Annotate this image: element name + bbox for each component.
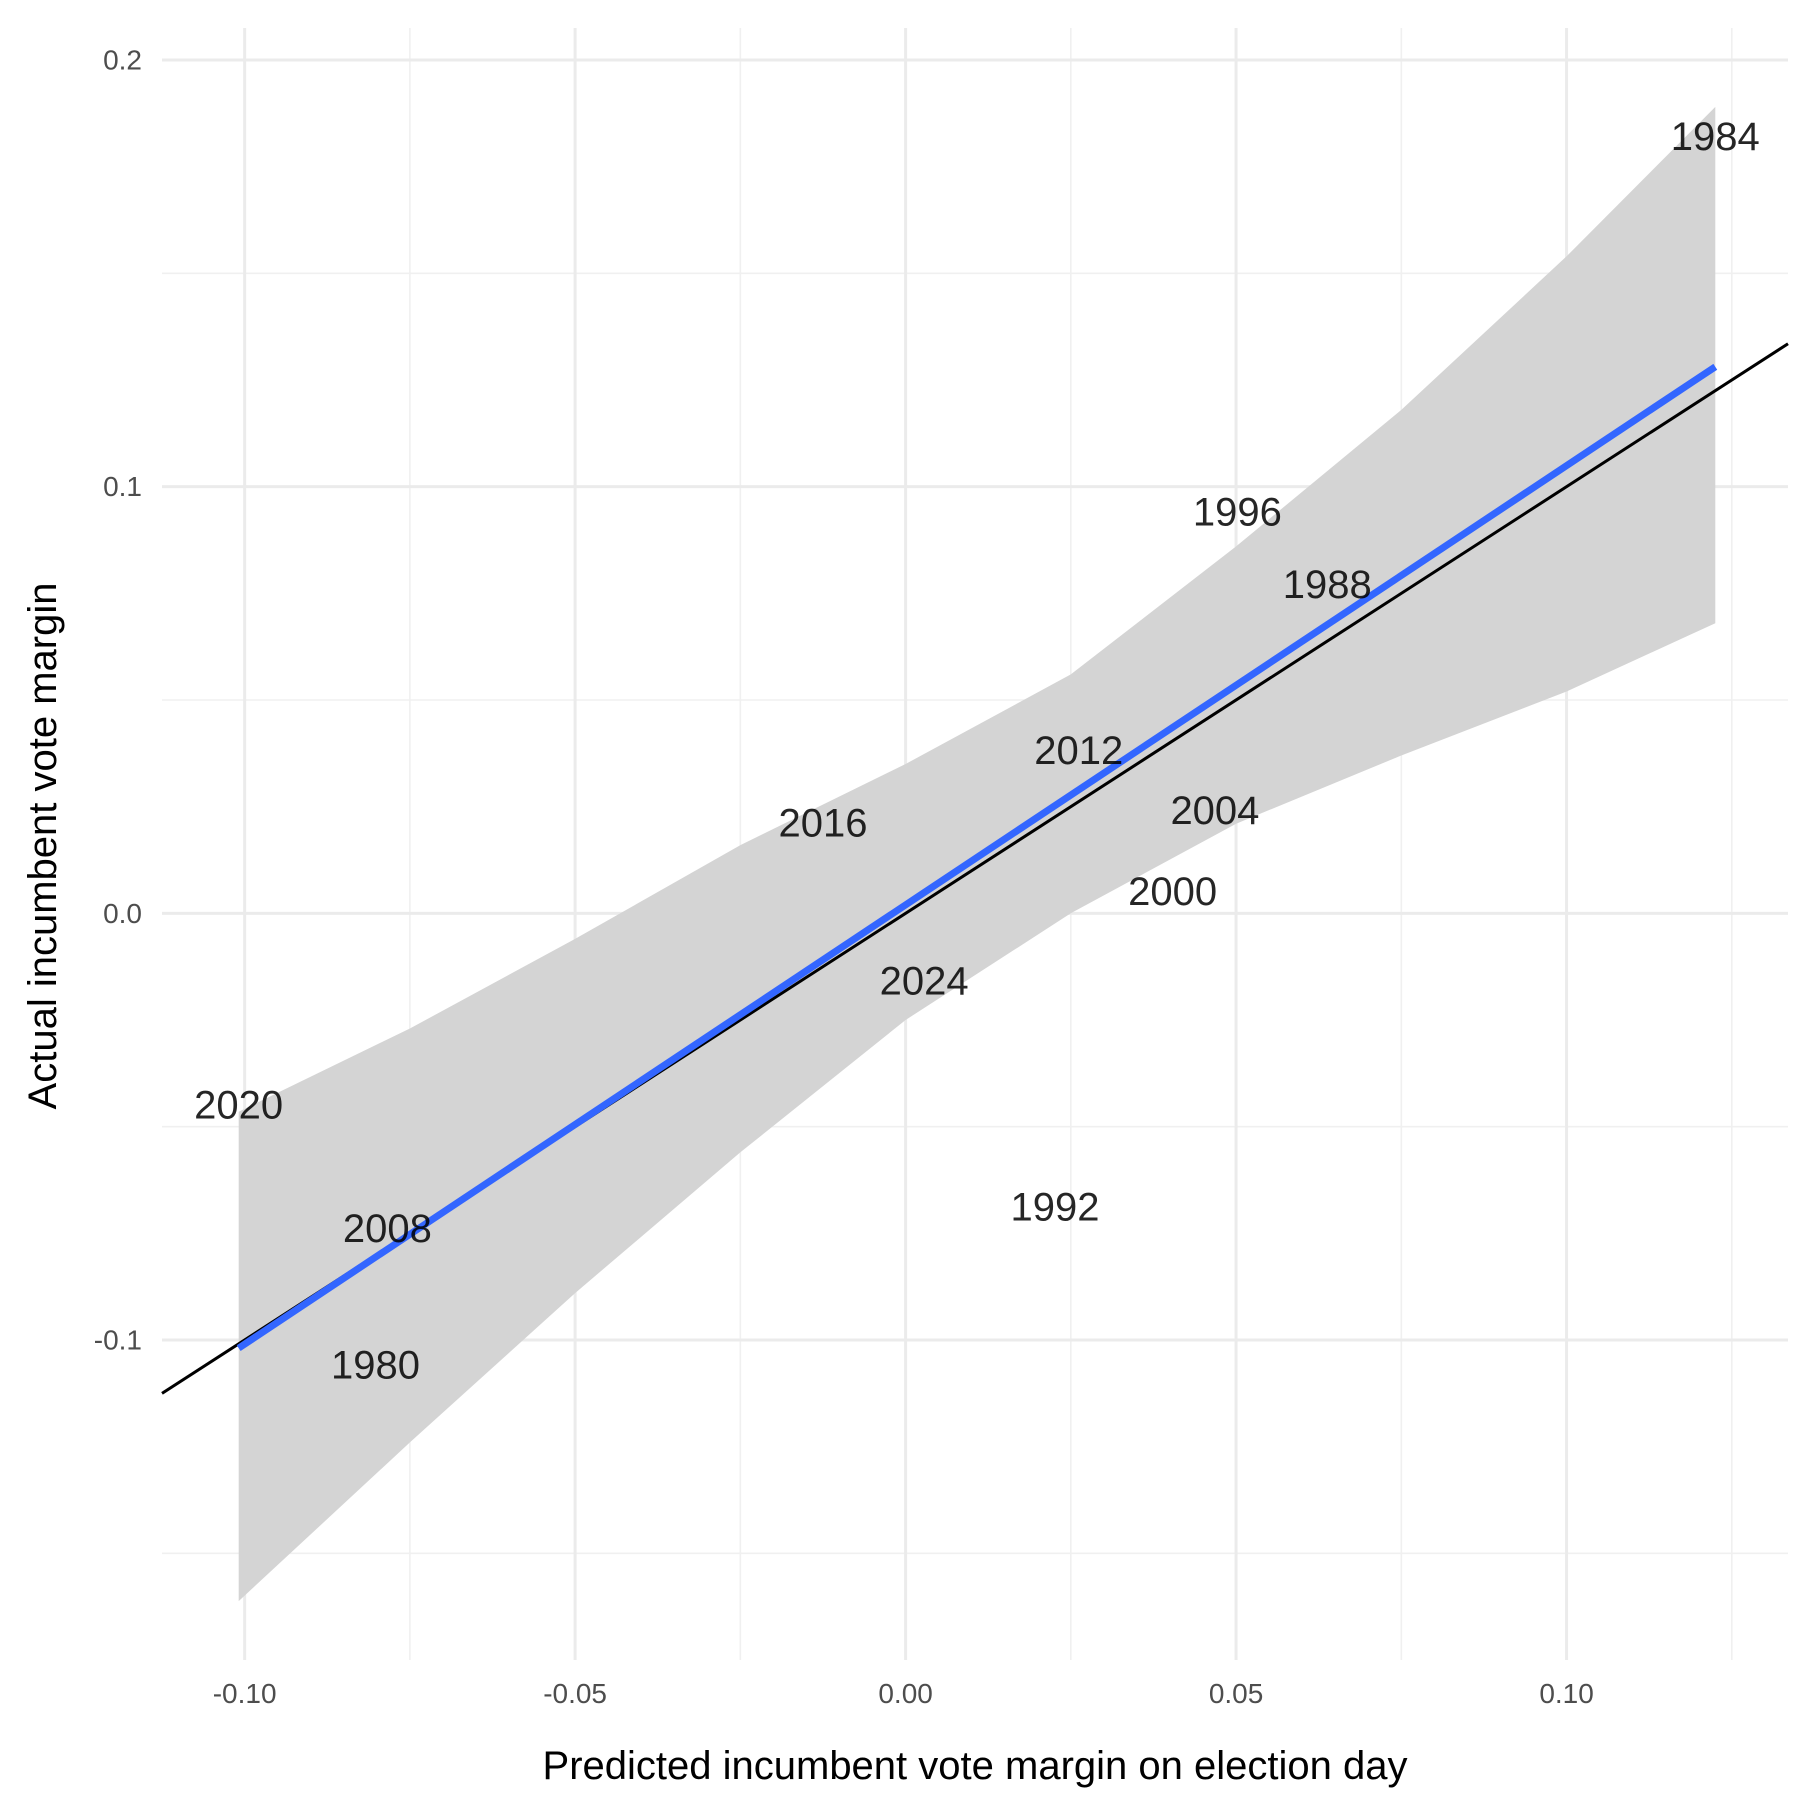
x-axis-title: Predicted incumbent vote margin on elect… bbox=[543, 1744, 1408, 1788]
point-label-2004: 2004 bbox=[1170, 789, 1259, 833]
x-tick-label: -0.05 bbox=[543, 1678, 607, 1709]
y-tick-label: 0.0 bbox=[103, 898, 142, 929]
fit-line-layer bbox=[236, 363, 1718, 1352]
point-label-1992: 1992 bbox=[1010, 1186, 1099, 1230]
point-label-2020: 2020 bbox=[194, 1083, 283, 1127]
point-label-2012: 2012 bbox=[1034, 729, 1123, 773]
y-axis-title: Actual incumbent vote margin bbox=[21, 583, 65, 1110]
point-label-1980: 1980 bbox=[331, 1344, 420, 1388]
point-label-2024: 2024 bbox=[880, 960, 969, 1004]
x-axis-tick-labels: -0.10 -0.05 0.00 0.05 0.10 bbox=[213, 1678, 1594, 1709]
y-tick-label: 0.1 bbox=[103, 471, 142, 502]
x-tick-label: 0.05 bbox=[1209, 1678, 1264, 1709]
point-label-1996: 1996 bbox=[1193, 490, 1282, 534]
y-tick-label: -0.1 bbox=[94, 1325, 142, 1356]
x-tick-label: 0.10 bbox=[1539, 1678, 1594, 1709]
x-tick-label: -0.10 bbox=[213, 1678, 277, 1709]
point-label-1984: 1984 bbox=[1671, 115, 1760, 159]
point-label-2000: 2000 bbox=[1128, 870, 1217, 914]
y-axis-tick-labels: -0.1 0.0 0.1 0.2 bbox=[94, 45, 142, 1356]
point-label-1988: 1988 bbox=[1283, 563, 1372, 607]
x-tick-label: 0.00 bbox=[878, 1678, 933, 1709]
point-label-2016: 2016 bbox=[778, 802, 867, 846]
y-tick-label: 0.2 bbox=[103, 45, 142, 76]
regression-fit-line bbox=[236, 363, 1718, 1352]
point-label-2008: 2008 bbox=[343, 1207, 432, 1251]
